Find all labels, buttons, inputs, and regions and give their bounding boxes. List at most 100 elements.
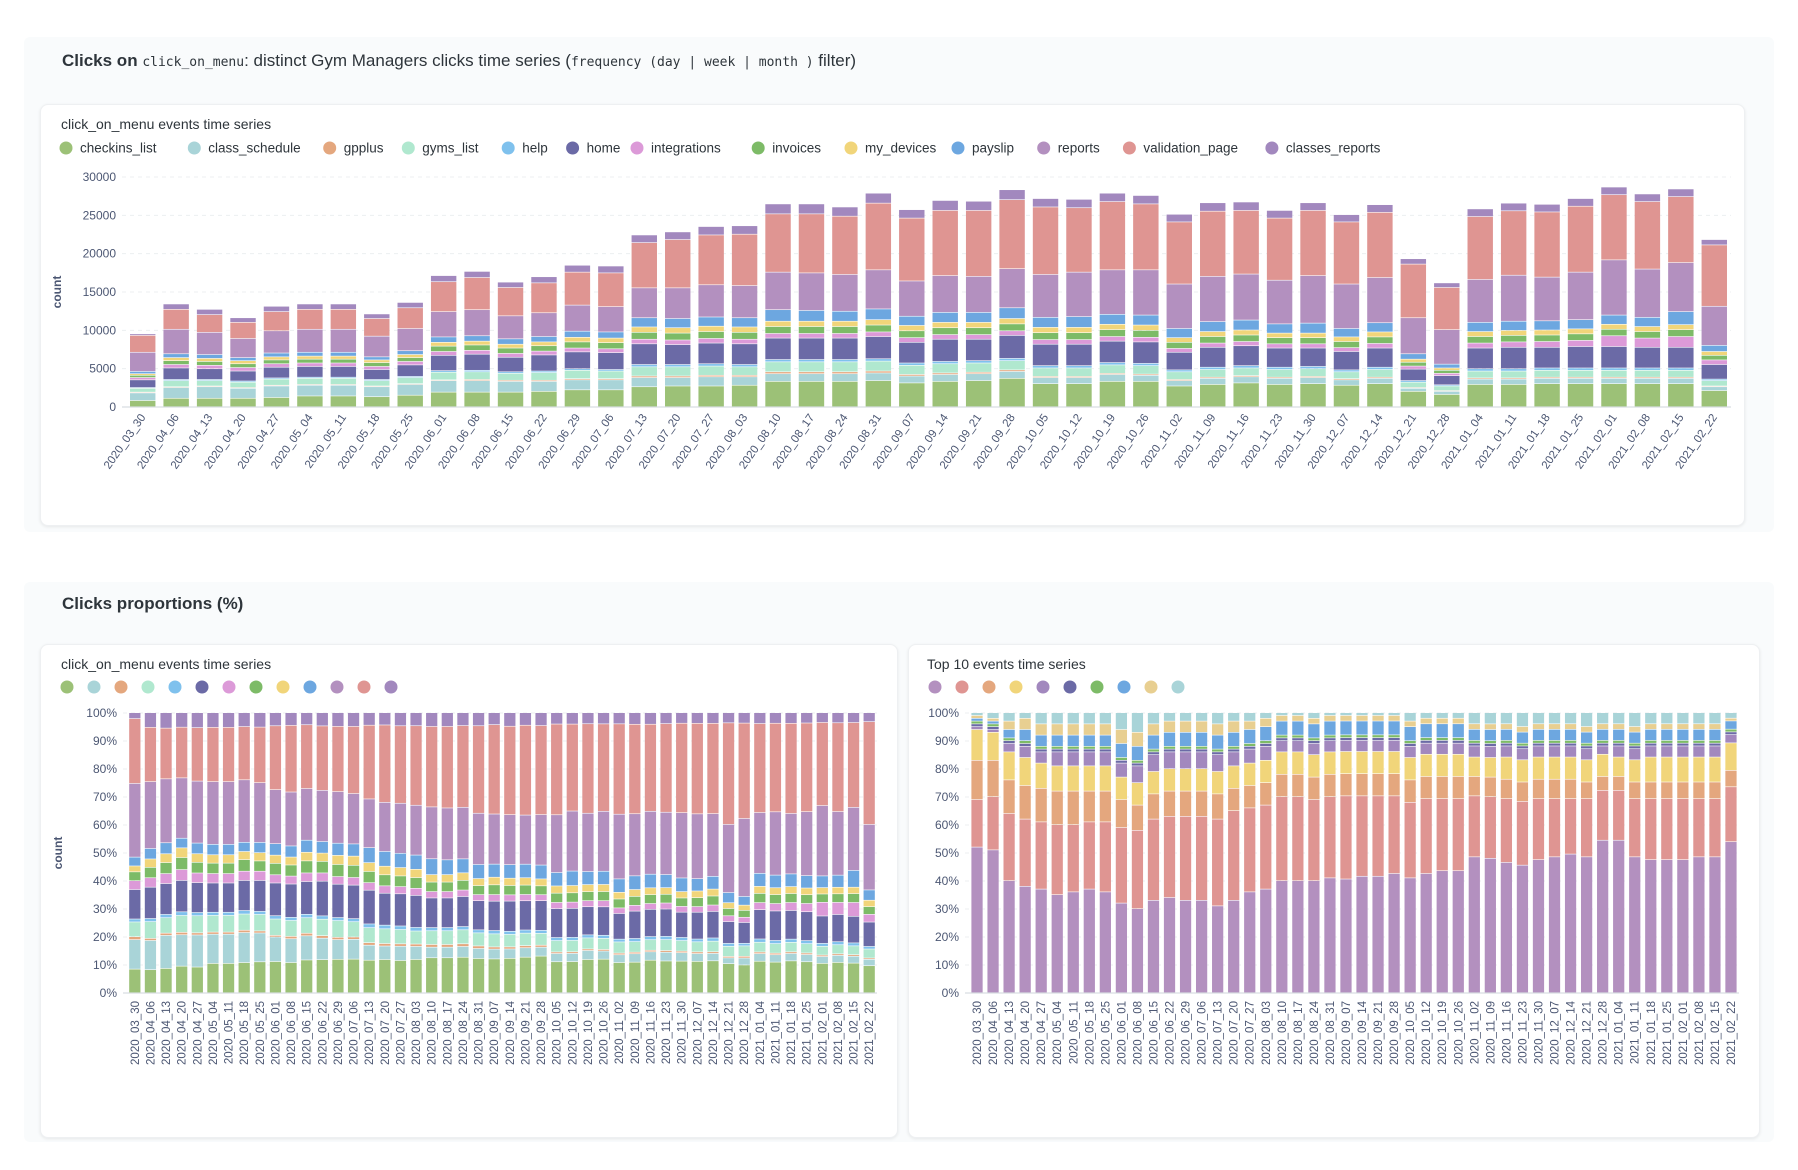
top10-percent-bar-chart: 0%10%20%30%40%50%60%70%80%90%100%2020_03…: [928, 680, 1739, 1065]
bar-segment: [932, 373, 958, 375]
bar-segment: [285, 939, 297, 963]
bar-segment: [230, 398, 256, 407]
bar-segment: [1066, 272, 1092, 317]
bar-segment: [196, 365, 223, 369]
bar-segment: [1468, 757, 1480, 777]
bar-segment: [1500, 779, 1513, 799]
bar-segment: [566, 902, 578, 909]
bar-segment: [1668, 377, 1694, 379]
bar-segment: [598, 349, 624, 353]
bar-segment: [1067, 713, 1079, 724]
bar-segment: [1661, 713, 1673, 724]
bar-segment: [1179, 900, 1192, 993]
bar-segment: [1163, 752, 1176, 769]
bar-segment: [1400, 264, 1427, 318]
bar-segment: [531, 336, 557, 342]
bar-segment: [1436, 754, 1448, 777]
bar-segment: [932, 312, 958, 323]
bar-segment: [488, 947, 500, 949]
bar-segment: [1548, 729, 1561, 741]
bar-segment: [1260, 718, 1272, 727]
bar-segment: [676, 813, 688, 878]
bar-segment: [519, 885, 532, 895]
bar-segment: [163, 368, 189, 380]
bar-segment: [865, 193, 892, 203]
legend-swatch: [1144, 680, 1158, 694]
bar-segment: [1032, 333, 1059, 340]
legend-swatch: [114, 680, 128, 694]
bar-segment: [1516, 865, 1529, 993]
bar-segment: [1434, 329, 1460, 364]
bar-segment: [1367, 323, 1393, 332]
bar-segment: [691, 942, 703, 952]
bar-segment: [330, 385, 357, 396]
bar-segment: [1115, 777, 1128, 800]
bar-segment: [364, 397, 390, 407]
bar-segment: [379, 875, 391, 886]
bar-segment: [488, 901, 500, 931]
bar-segment: [176, 932, 188, 935]
bar-segment: [1115, 799, 1128, 828]
bar-segment: [847, 955, 860, 956]
bar-segment: [816, 916, 828, 944]
bar-segment: [1019, 718, 1031, 730]
bar-segment: [987, 850, 999, 993]
bar-segment: [1099, 713, 1111, 724]
bar-segment: [1133, 365, 1159, 374]
bar-segment: [330, 309, 357, 329]
bar-segment: [1564, 740, 1577, 743]
bar-segment: [598, 352, 624, 370]
bar-segment: [464, 392, 490, 407]
bar-segment: [597, 949, 610, 951]
bar-segment: [971, 799, 983, 847]
bar-segment: [1308, 799, 1320, 881]
bar-segment: [1066, 365, 1092, 368]
bar-segment: [504, 885, 516, 895]
bar-segment: [1388, 740, 1400, 752]
bar-segment: [1066, 208, 1092, 272]
bar-segment: [1484, 743, 1496, 746]
bar-segment: [722, 713, 735, 723]
bar-segment: [497, 381, 524, 392]
bar-segment: [1099, 735, 1111, 746]
bar-segment: [1276, 774, 1288, 797]
bar-segment: [1701, 387, 1727, 391]
bar-segment: [1324, 713, 1336, 716]
bar-segment: [144, 970, 157, 993]
bar-segment: [676, 906, 688, 912]
bar-segment: [1163, 721, 1176, 732]
bar-segment: [316, 841, 328, 853]
bar-segment: [1668, 189, 1694, 197]
bar-segment: [1452, 743, 1464, 754]
bar-segment: [769, 911, 782, 941]
bar-segment: [1580, 732, 1593, 743]
x-tick-label: 2020_04_06: [145, 1001, 157, 1065]
x-tick-label: 2020_11_16: [1501, 1001, 1513, 1064]
bar-segment: [176, 966, 188, 993]
bar-segment: [254, 914, 266, 931]
bar-segment: [1308, 713, 1320, 718]
bar-segment: [1083, 724, 1095, 735]
bar-segment: [263, 367, 290, 378]
bar-segment: [254, 713, 266, 727]
bar-segment: [698, 338, 724, 343]
bar-segment: [676, 898, 688, 907]
bar-segment: [631, 367, 657, 376]
bar-segment: [191, 967, 203, 993]
bar-segment: [207, 863, 219, 874]
bar-segment: [832, 374, 858, 382]
bar-segment: [1212, 771, 1224, 794]
bar-segment: [1661, 724, 1673, 730]
bar-segment: [566, 908, 578, 938]
bar-segment: [1019, 819, 1031, 886]
bar-segment: [1115, 757, 1128, 760]
bar-segment: [1133, 337, 1159, 342]
bar-segment: [1580, 782, 1593, 799]
bar-segment: [129, 713, 141, 719]
bar-segment: [1564, 729, 1577, 741]
bar-segment: [1035, 822, 1047, 889]
bar-segment: [1212, 724, 1224, 735]
bar-segment: [801, 903, 813, 912]
y-tick-label: 40%: [93, 874, 117, 888]
bar-segment: [1467, 343, 1493, 348]
